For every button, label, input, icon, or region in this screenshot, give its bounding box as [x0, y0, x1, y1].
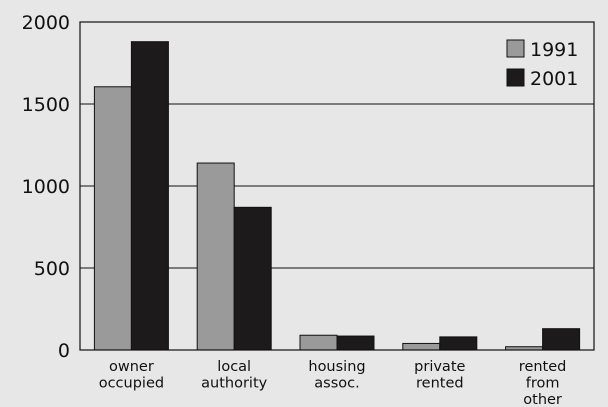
x-category-label: rented — [416, 376, 464, 392]
x-category-label: private — [414, 359, 465, 375]
legend-swatch-2001 — [506, 68, 525, 87]
x-category-label: housing — [308, 359, 365, 375]
y-tick-label: 500 — [34, 258, 70, 280]
bar-2001-1 — [233, 206, 272, 351]
x-category-label: assoc. — [314, 376, 359, 392]
bar-2001-2 — [336, 335, 375, 351]
x-category-label: from — [526, 376, 560, 392]
x-category-label: owner — [109, 359, 154, 375]
y-tick-label: 2000 — [22, 12, 70, 34]
legend-label: 1991 — [530, 39, 578, 61]
bar-1991-1 — [196, 162, 235, 351]
legend: 1991 2001 — [506, 39, 578, 90]
plot-frame — [79, 21, 595, 351]
legend-swatch-1991 — [506, 39, 525, 58]
legend-label: 2001 — [530, 68, 578, 90]
y-tick-label: 1500 — [22, 94, 70, 116]
bar-1991-3 — [402, 342, 441, 351]
bar-2001-4 — [542, 328, 581, 351]
bar-2001-3 — [439, 336, 478, 351]
x-category-label: occupied — [99, 376, 164, 392]
y-axis-ticks: 0 500 1000 1500 2000 — [22, 12, 70, 362]
x-category-label: other — [523, 392, 562, 407]
x-category-label: rented — [519, 359, 567, 375]
bar-1991-0 — [93, 86, 132, 351]
y-tick-label: 1000 — [22, 176, 70, 198]
y-tick-label: 0 — [58, 340, 70, 362]
bars — [93, 41, 581, 351]
bar-2001-0 — [130, 41, 169, 351]
x-category-label: local — [217, 359, 251, 375]
bar-1991-2 — [299, 334, 338, 351]
x-category-label: authority — [201, 376, 267, 392]
